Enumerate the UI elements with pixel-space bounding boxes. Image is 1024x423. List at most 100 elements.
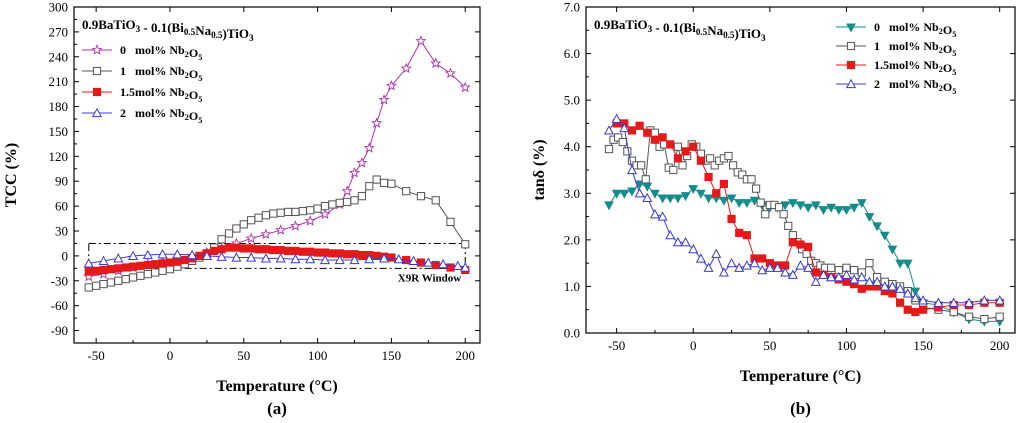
data-point (290, 253, 301, 264)
data-point (364, 253, 375, 264)
x9r-window-label: X9R Window (398, 272, 462, 284)
y-tick-label: 5.0 (564, 93, 580, 108)
data-point (313, 204, 322, 213)
data-point (306, 206, 315, 215)
legend-label: 1 mol% Nb2O5 (120, 64, 202, 83)
data-point (658, 133, 667, 142)
data-point (643, 128, 652, 137)
series-2 (612, 119, 1004, 317)
data-point (328, 200, 337, 209)
y-tick-label: 0.0 (564, 326, 580, 341)
series-2 (84, 243, 470, 276)
data-point (738, 170, 747, 179)
data-point (98, 255, 109, 265)
data-point (611, 113, 622, 123)
data-point (787, 269, 798, 279)
data-point (603, 125, 615, 135)
data-point (84, 283, 93, 292)
chart-a: -90 -60 -30 0 30 60 90 120 150 180 210 240 270 300 -50… (3, 0, 481, 418)
data-point (291, 207, 300, 217)
data-point (902, 288, 913, 298)
data-point (614, 133, 623, 142)
data-point (121, 263, 130, 272)
series-line (616, 122, 1000, 313)
data-point (431, 196, 440, 205)
x-tick-label: 0 (167, 348, 174, 363)
data-point (328, 249, 337, 258)
data-point (313, 248, 322, 257)
data-point (818, 206, 829, 216)
x-tick-label: 50 (237, 348, 250, 363)
data-point (136, 261, 145, 270)
data-point (949, 307, 958, 317)
data-point (349, 254, 360, 265)
data-point (650, 128, 660, 137)
data-point (239, 244, 248, 253)
x-tick-label: 200 (990, 338, 1010, 353)
data-point (887, 281, 898, 291)
data-point (619, 122, 630, 133)
data-point (350, 196, 359, 205)
data-point (678, 161, 687, 170)
data-point (849, 203, 859, 213)
data-point (803, 203, 813, 213)
chart-title: 0.9BaTiO3 - 0.1(Bi0.5Na0.5)TiO3 (594, 17, 766, 43)
data-point (887, 245, 898, 255)
data-point (348, 167, 361, 178)
data-point (918, 305, 928, 314)
data-point (864, 213, 875, 223)
data-point (283, 246, 293, 256)
data-point (849, 274, 860, 284)
data-point (780, 201, 791, 211)
data-point (121, 275, 130, 284)
data-point (106, 265, 116, 274)
x-tick-label: 0 (690, 338, 697, 353)
y-tick-label: 270 (49, 24, 69, 39)
data-point (696, 189, 706, 199)
data-point (158, 259, 167, 268)
data-point (910, 292, 921, 303)
data-point (964, 312, 974, 321)
data-point (795, 260, 806, 270)
legend-label: 2 mol% Nb2O5 (874, 77, 956, 96)
data-point (689, 142, 698, 151)
data-point (142, 249, 153, 260)
data-point (224, 243, 234, 252)
data-point (803, 262, 814, 272)
data-point (665, 229, 676, 240)
y-axis-label: tanδ (%) (531, 139, 548, 200)
data-point (758, 254, 767, 263)
y-tick-label: 240 (49, 49, 69, 64)
data-point (269, 209, 278, 218)
legend-marker (846, 23, 856, 33)
data-point (217, 235, 226, 244)
y-tick-label: -30 (51, 273, 68, 288)
data-point (143, 260, 152, 270)
data-point (275, 253, 286, 263)
data-point (827, 263, 836, 272)
data-point (903, 305, 912, 314)
data-point (157, 248, 168, 259)
data-point (994, 295, 1005, 305)
data-point (254, 245, 263, 254)
data-point (379, 178, 389, 187)
data-point (260, 253, 271, 263)
data-point (415, 35, 427, 46)
data-point (423, 257, 434, 267)
data-point (619, 189, 630, 199)
data-point (918, 295, 929, 305)
data-point (261, 211, 271, 220)
data-point (780, 267, 791, 277)
y-tick-label: 2.0 (564, 232, 580, 247)
data-point (165, 265, 175, 274)
series-3 (83, 248, 471, 272)
y-tick-label: 30 (55, 224, 68, 239)
data-point (385, 79, 397, 91)
chart-b: 0.0 1.0 2.0 3.0 4.0 5.0 6.0 7.0 -50 0 50 100 150 200 T… (531, 0, 1016, 418)
data-point (626, 164, 638, 175)
data-point (842, 277, 851, 286)
data-point (742, 199, 752, 209)
data-point (224, 229, 234, 238)
data-point (657, 211, 668, 221)
